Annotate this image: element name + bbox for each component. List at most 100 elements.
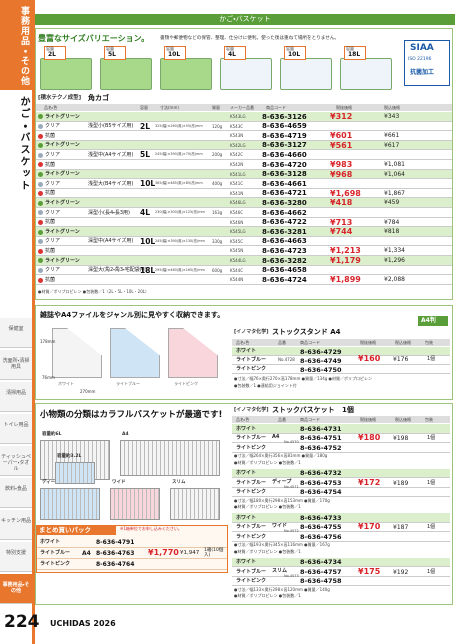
price-tax: ¥192 xyxy=(393,568,409,576)
color-icon xyxy=(38,267,43,273)
price: ¥983 xyxy=(330,160,353,169)
table-row xyxy=(36,198,452,208)
color-name: 抗菌 xyxy=(45,219,56,226)
product-type: 深型中(A4サイズ用) xyxy=(88,238,134,245)
product-code: 8-636-4662 xyxy=(262,208,307,217)
badge-text: ISO 22196 xyxy=(408,57,432,62)
dim-label: 76mm xyxy=(42,375,55,380)
product-type: ディープ xyxy=(272,478,292,485)
table-row xyxy=(36,256,452,266)
product-code: 8-636-4659 xyxy=(262,122,307,131)
category-tab xyxy=(0,0,32,90)
product-code: 8-636-4663 xyxy=(262,237,307,246)
product-image xyxy=(340,58,392,90)
table-note: ●寸法／幅133×奥行298×高120mm ●質量／140g xyxy=(234,586,330,592)
product-image xyxy=(220,58,272,90)
product-code: 8-636-4732 xyxy=(300,469,342,477)
product-type: ワイド xyxy=(272,523,288,529)
model-number: K543LG xyxy=(230,114,246,119)
product-code: 8-636-4756 xyxy=(300,532,342,541)
header-bar xyxy=(35,14,455,25)
color-icon xyxy=(38,171,43,177)
color-name: クリア xyxy=(45,238,61,245)
table-row xyxy=(232,513,450,523)
color-name: 抗菌 xyxy=(45,132,56,139)
table-row xyxy=(36,246,452,256)
weight: 163g xyxy=(212,210,223,215)
size-tag-value: 4L xyxy=(228,51,236,58)
product-image xyxy=(110,488,160,520)
size-tag xyxy=(344,46,366,60)
product-code: 8-636-4763 xyxy=(96,549,135,557)
color-icon xyxy=(38,133,43,139)
price-tax: ¥343 xyxy=(384,113,400,120)
product-image xyxy=(40,58,92,90)
column-header: 容量 xyxy=(140,104,148,110)
maker: [イノマタ化学] xyxy=(234,329,269,335)
badge-text: A4判 xyxy=(421,317,436,324)
color-icon xyxy=(38,248,43,254)
category-label: 事務用品・その他 xyxy=(19,6,29,86)
price-tax: ¥617 xyxy=(384,141,400,149)
maker: [積水テクノ成型] xyxy=(38,95,82,101)
color-name: クリア xyxy=(45,151,61,158)
size-tag xyxy=(284,46,306,60)
price-tax: ¥1,296 xyxy=(384,257,405,264)
side-tab xyxy=(0,478,32,508)
pack: 1個 xyxy=(427,356,436,362)
color-name: ライトブルー xyxy=(236,479,267,486)
color-name: ライトピンク xyxy=(236,444,267,451)
column-header: 税抜価格 xyxy=(360,339,376,345)
size-tag-label: 容量 xyxy=(226,46,234,51)
color-name: クリア xyxy=(45,267,61,274)
model-number: K542C xyxy=(230,152,244,158)
product-code: 8-636-4755 xyxy=(300,523,342,531)
table-row xyxy=(232,488,450,497)
image-label: スリム xyxy=(172,480,186,485)
side-tab xyxy=(0,574,32,604)
model-number: K543N xyxy=(230,133,244,139)
pack: 1箱(10個入) xyxy=(204,548,224,558)
weight: 400g xyxy=(212,181,223,187)
product-code: 8-636-4720 xyxy=(262,160,307,169)
color-icon xyxy=(38,258,43,264)
side-tab xyxy=(0,542,32,572)
column-header: 寸法(mm) xyxy=(160,104,179,110)
product-code: 8-636-4729 xyxy=(300,347,342,356)
weight: 600g xyxy=(212,267,223,273)
product-image xyxy=(160,58,212,90)
model-number: K541C xyxy=(230,181,244,187)
column-header: 商品コード xyxy=(300,339,320,345)
badge-text: SIAA xyxy=(410,43,434,53)
color-name: ライトグリーン xyxy=(45,113,80,120)
side-tab xyxy=(0,382,32,412)
color-icon xyxy=(38,114,43,120)
product-type: 深型小(長4・長3用) xyxy=(88,209,130,216)
image-label: ライトピンク xyxy=(174,381,198,386)
price: ¥968 xyxy=(330,169,353,179)
model-number: K545LG xyxy=(230,229,246,235)
product-code: 8-636-3281 xyxy=(262,227,307,236)
size-tag-label: 容量 xyxy=(286,46,294,51)
section-label: かご・バスケット xyxy=(18,96,29,192)
table-row xyxy=(36,179,452,189)
column-header: 品番 xyxy=(278,339,286,345)
color-name: ライトピンク xyxy=(40,561,71,567)
color-icon xyxy=(38,277,43,283)
table-row xyxy=(36,275,452,285)
table-note: ●材質／ポリプロピレン ●包装数／1（2L・5L・10L・20L） xyxy=(38,289,149,294)
color-name: ホワイト xyxy=(236,559,257,565)
product-code: 8-636-3280 xyxy=(262,198,307,207)
model-number: K546N xyxy=(230,219,244,225)
capacity: 5L xyxy=(140,150,150,160)
table-row xyxy=(36,227,452,237)
price-tax: ¥176 xyxy=(393,356,409,363)
column-header: メーカー品番 xyxy=(230,104,254,110)
color-name: ライトブルー xyxy=(236,357,267,363)
price: ¥312 xyxy=(330,112,353,121)
dimensions: 295(幅)×460(奥)×165(高)mm xyxy=(155,267,205,272)
size-tag xyxy=(224,46,246,60)
model-number: K541LG xyxy=(230,171,246,177)
color-name: クリア xyxy=(45,209,61,216)
